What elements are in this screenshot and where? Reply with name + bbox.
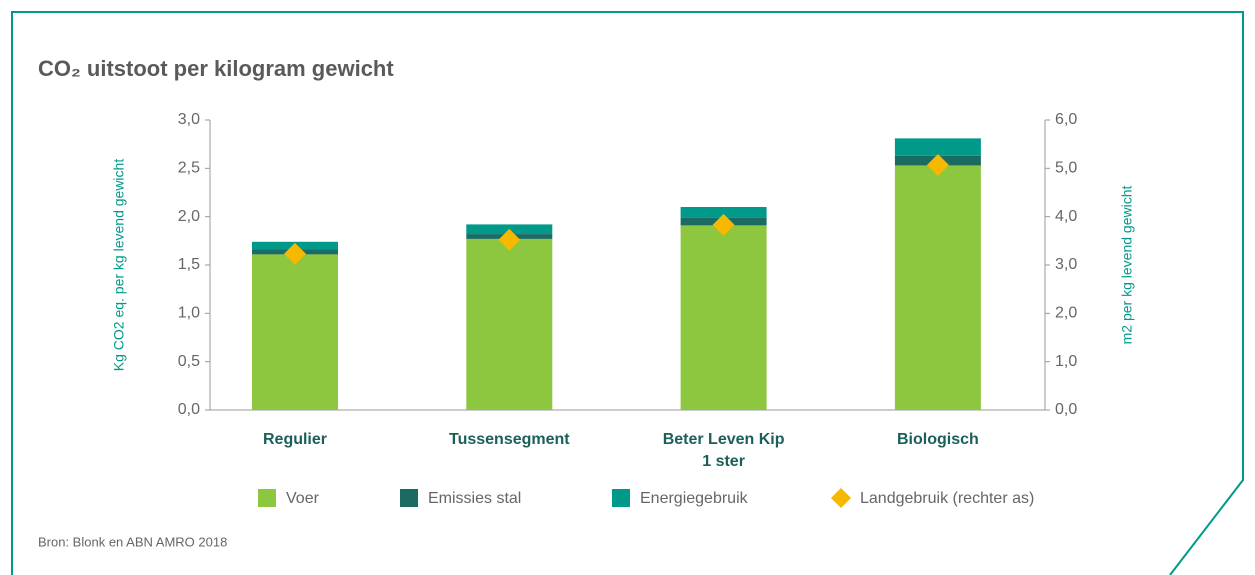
bar-segment [680,207,767,218]
diamond-marker [712,213,735,236]
y2-tick-label: 3,0 [1055,256,1077,273]
bar-segment [680,225,767,410]
bar-segment [894,165,981,410]
diamond-marker [926,153,949,176]
y2-tick-label: 4,0 [1055,208,1077,225]
legend-swatch [612,489,630,507]
x-tick-label: Biologisch [897,431,979,448]
y2-tick-label: 2,0 [1055,305,1077,322]
y2-axis-label: m2 per kg levend gewicht [1119,186,1135,345]
legend-swatch [400,489,418,507]
y-tick-label: 3,0 [178,111,200,128]
y-tick-label: 0,5 [178,353,200,370]
y-tick-label: 2,5 [178,160,200,177]
y2-tick-label: 6,0 [1055,111,1077,128]
x-tick-label: Regulier [263,431,327,448]
diamond-marker [284,242,306,265]
y2-tick-label: 5,0 [1055,160,1077,177]
y2-tick-label: 0,0 [1055,401,1077,418]
x-tick-label: Tussensegment [449,431,570,448]
y-tick-label: 1,5 [178,256,200,273]
legend-label: Emissies stal [428,490,521,507]
bar-segment [894,138,981,156]
legend-swatch [258,489,276,507]
y-axis-label: Kg CO2 eq. per kg levend gewicht [111,159,127,372]
y2-tick-label: 1,0 [1055,353,1077,370]
legend-label: Landgebruik (rechter as) [860,490,1034,507]
y-tick-label: 0,0 [178,401,200,418]
bar-segment [252,254,338,410]
frame [11,11,1244,575]
legend-label: Voer [286,490,320,507]
chart-title: CO₂ uitstoot per kilogram gewicht [38,56,394,81]
legend-swatch [831,488,851,508]
diamond-marker [498,228,521,251]
source: Bron: Blonk en ABN AMRO 2018 [38,534,227,549]
y-tick-label: 2,0 [178,208,200,225]
bar-segment [466,238,553,410]
y-tick-label: 1,0 [178,305,200,322]
x-tick-label: Beter Leven Kip 1 ster [663,431,785,470]
legend-label: Energiegebruik [640,490,749,507]
